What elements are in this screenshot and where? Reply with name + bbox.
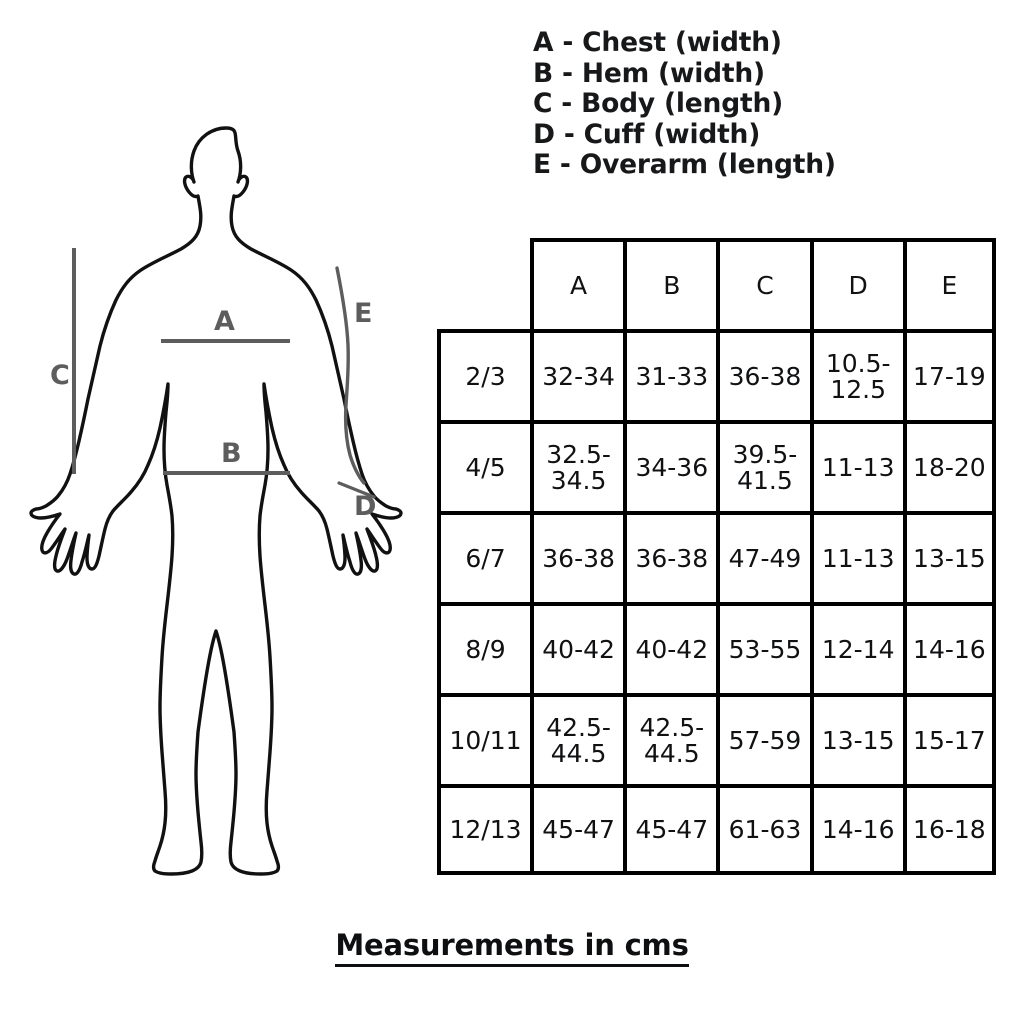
- legend-item-c: C - Body (length): [533, 88, 784, 119]
- marker-line-d: [337, 481, 376, 499]
- column-header-e: E: [902, 238, 996, 329]
- legend-item-d: D - Cuff (width): [533, 118, 761, 150]
- row-header-size: 4/5: [437, 420, 530, 511]
- table-row: 12/13 45-47 45-47 61-63 14-16 16-18: [437, 784, 996, 875]
- row-header-size: 6/7: [437, 511, 530, 602]
- table-header-row: A B C D E: [437, 238, 996, 329]
- legend-item-a: A - Chest (width): [533, 27, 782, 58]
- table-corner-cell: [437, 238, 530, 329]
- cell-b: 34-36: [623, 420, 717, 511]
- table-row: 4/5 32.5-34.5 34-36 39.5-41.5 11-13 18-2…: [437, 420, 996, 511]
- footer-note: Measurements in cms: [0, 928, 1024, 967]
- body-figure-panel: A B C D E: [0, 0, 430, 1024]
- cell-b: 45-47: [623, 784, 717, 875]
- cell-d: 11-13: [809, 511, 903, 602]
- table-row: 2/3 32-34 31-33 36-38 10.5-12.5 17-19: [437, 329, 996, 420]
- row-header-size: 10/11: [437, 693, 530, 784]
- legend-item-e: E - Overarm (length): [533, 149, 836, 180]
- cell-c: 57-59: [716, 693, 810, 784]
- cell-b: 40-42: [623, 602, 717, 693]
- cell-e: 18-20: [902, 420, 996, 511]
- cell-c: 36-38: [716, 329, 810, 420]
- human-body-outline-svg: [29, 126, 403, 876]
- table-row: 10/11 42.5-44.5 42.5-44.5 57-59 13-15 15…: [437, 693, 996, 784]
- table-row: 6/7 36-38 36-38 47-49 11-13 13-15: [437, 511, 996, 602]
- row-header-size: 8/9: [437, 602, 530, 693]
- marker-label-e: E: [354, 298, 373, 329]
- marker-line-e: [335, 266, 366, 485]
- marker-label-a: A: [214, 306, 235, 337]
- marker-label-d: D: [354, 491, 377, 522]
- column-header-c: C: [716, 238, 810, 329]
- cell-e: 13-15: [902, 511, 996, 602]
- column-header-b: B: [623, 238, 717, 329]
- row-header-size: 12/13: [437, 784, 530, 875]
- cell-d: 13-15: [809, 693, 903, 784]
- marker-label-c: C: [50, 360, 70, 391]
- cell-e: 16-18: [902, 784, 996, 875]
- cell-a: 36-38: [530, 511, 624, 602]
- column-header-a: A: [530, 238, 624, 329]
- cell-a: 32-34: [530, 329, 624, 420]
- cell-e: 14-16: [902, 602, 996, 693]
- cell-a: 32.5-34.5: [530, 420, 624, 511]
- cell-d: 14-16: [809, 784, 903, 875]
- cell-a: 40-42: [530, 602, 624, 693]
- cell-a: 45-47: [530, 784, 624, 875]
- cell-c: 53-55: [716, 602, 810, 693]
- cell-e: 15-17: [902, 693, 996, 784]
- cell-c: 39.5-41.5: [716, 420, 810, 511]
- cell-b: 36-38: [623, 511, 717, 602]
- marker-label-b: B: [221, 438, 242, 469]
- legend-item-b: B - Hem (width): [533, 57, 765, 89]
- cell-b: 42.5-44.5: [623, 693, 717, 784]
- cell-d: 12-14: [809, 602, 903, 693]
- column-header-d: D: [809, 238, 903, 329]
- cell-e: 17-19: [902, 329, 996, 420]
- cell-b: 31-33: [623, 329, 717, 420]
- cell-c: 61-63: [716, 784, 810, 875]
- cell-d: 11-13: [809, 420, 903, 511]
- table-row: 8/9 40-42 40-42 53-55 12-14 14-16: [437, 602, 996, 693]
- measurements-unit-note: Measurements in cms: [335, 928, 689, 967]
- cell-a: 42.5-44.5: [530, 693, 624, 784]
- cell-c: 47-49: [716, 511, 810, 602]
- row-header-size: 2/3: [437, 329, 530, 420]
- cell-d: 10.5-12.5: [809, 329, 903, 420]
- size-chart-table: A B C D E 2/3 32-34 31-33 36-38 10.5-12.…: [437, 238, 996, 875]
- measurement-legend: A - Chest (width) B - Hem (width) C - Bo…: [533, 27, 1003, 181]
- body-outline-path: [29, 126, 403, 876]
